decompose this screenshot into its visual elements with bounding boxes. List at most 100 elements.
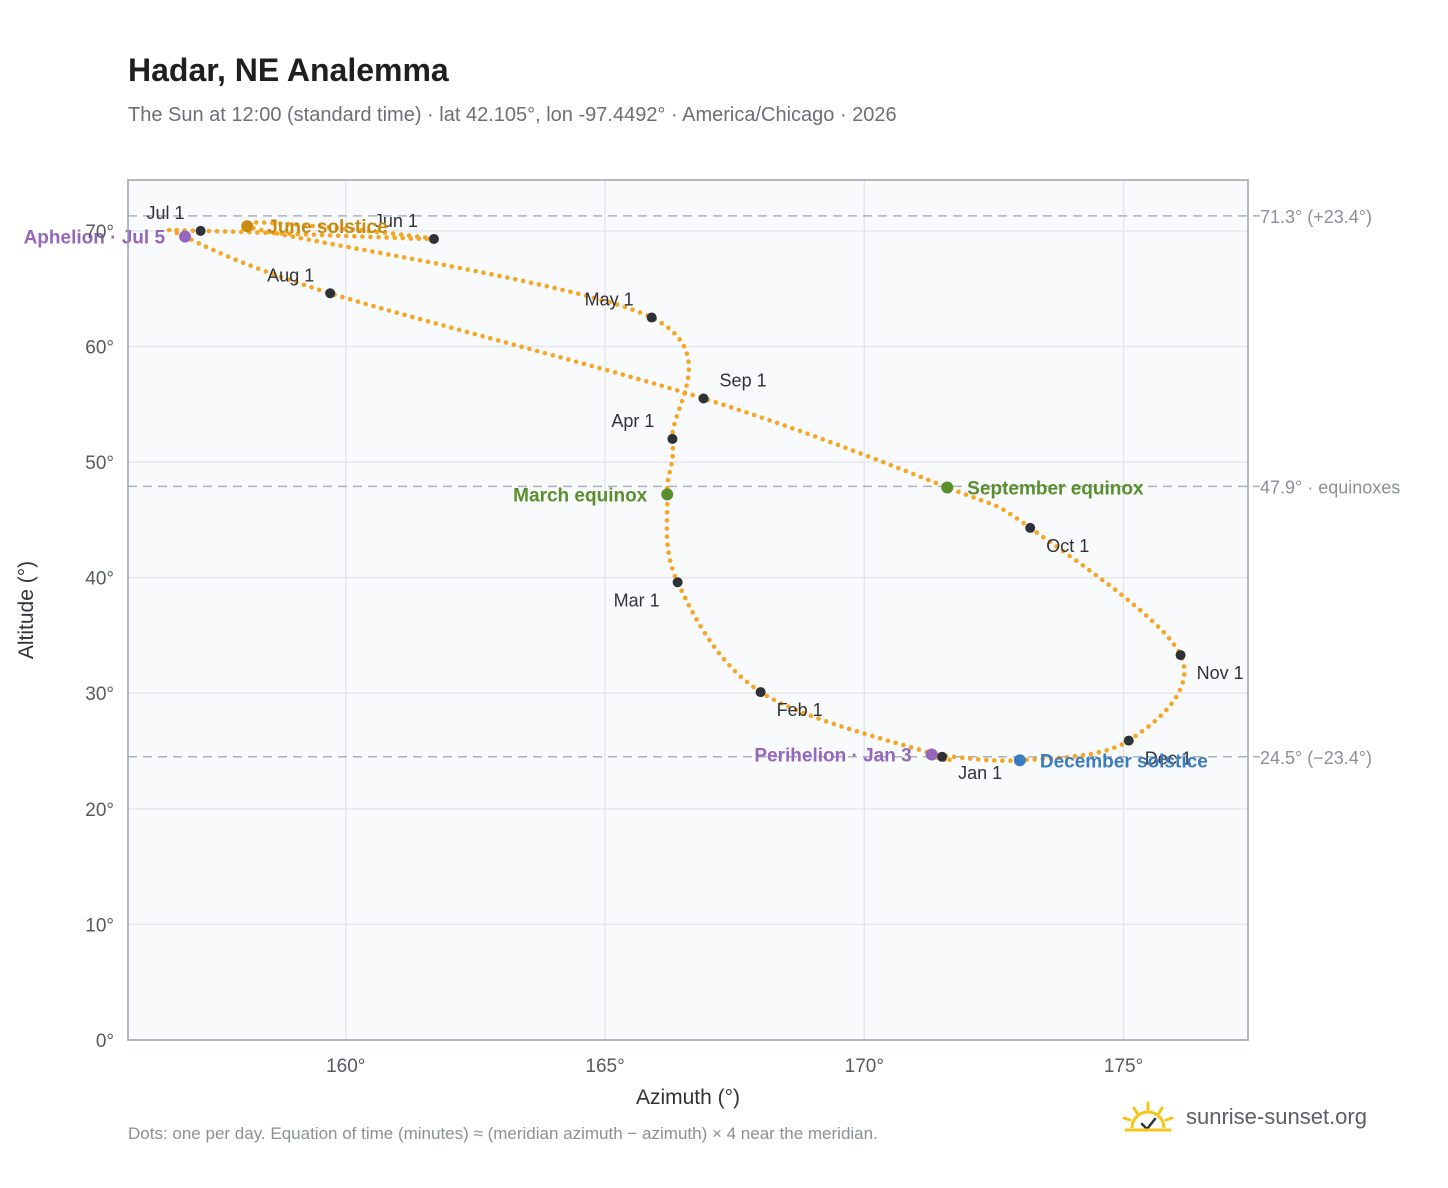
daily-dot: [552, 285, 557, 291]
daily-dot: [685, 375, 691, 381]
labels: Jan 1 Feb 1 Mar 1 Apr 1 May 1 Jun 1 Jul 1 Aug 1…: [24, 203, 1244, 783]
daily-dot: [839, 724, 844, 729]
month-marker: [698, 393, 709, 404]
daily-dot: [366, 228, 372, 234]
y-tick-label: 40°: [85, 569, 114, 590]
daily-dot: [550, 352, 556, 358]
daily-dot: [901, 742, 906, 748]
daily-dot: [672, 330, 677, 336]
daily-dot: [669, 566, 675, 571]
daily-dot: [465, 267, 470, 272]
daily-dot: [1008, 758, 1013, 763]
daily-dot: [206, 228, 212, 234]
x-tick-label: 160°: [326, 1056, 365, 1077]
daily-dot: [732, 668, 738, 674]
brand[interactable]: sunrise-sunset.org: [1120, 1100, 1367, 1134]
daily-dot: [873, 456, 878, 462]
daily-dot: [326, 224, 332, 230]
daily-dot: [667, 385, 672, 391]
daily-dot: [1161, 629, 1166, 635]
daily-dot: [378, 250, 383, 256]
daily-dot: [424, 236, 430, 242]
daily-dot: [1106, 582, 1112, 588]
daily-dot: [674, 414, 680, 419]
daily-dot: [520, 278, 526, 284]
daily-dot: [667, 558, 673, 563]
daily-dot: [744, 410, 749, 415]
daily-dot: [503, 340, 509, 345]
month-label: Aug 1: [267, 265, 314, 285]
daily-dot: [667, 469, 672, 475]
daily-dot: [885, 738, 891, 743]
daily-dot: [1067, 553, 1073, 559]
daily-dot: [744, 679, 750, 685]
month-label: Mar 1: [614, 590, 660, 610]
daily-dot: [473, 268, 478, 274]
daily-dot: [330, 241, 335, 247]
daily-dot: [877, 736, 883, 741]
daily-dot: [203, 244, 209, 250]
brand-link[interactable]: sunrise-sunset.org: [1186, 1104, 1367, 1129]
daily-dot: [278, 274, 284, 280]
daily-dot: [983, 757, 989, 763]
daily-dot: [682, 595, 688, 601]
event-marker: [925, 748, 938, 761]
daily-dot: [1007, 511, 1013, 517]
daily-dot: [686, 359, 691, 364]
daily-dot: [992, 758, 997, 763]
reference-line-label: 71.3° (+23.4°): [1260, 207, 1372, 227]
daily-dot: [727, 663, 732, 668]
daily-dot: [823, 719, 829, 724]
daily-dot: [963, 492, 969, 497]
daily-dot: [425, 259, 431, 265]
daily-dot: [599, 297, 604, 303]
daily-dot: [1125, 597, 1131, 603]
daily-dot: [512, 276, 518, 282]
daily-dot: [978, 497, 984, 503]
month-marker: [672, 577, 683, 588]
daily-dot: [368, 234, 373, 240]
daily-dot: [684, 383, 689, 388]
daily-dot: [393, 253, 399, 259]
daily-dot: [666, 325, 671, 331]
daily-dot: [1048, 756, 1054, 761]
daily-dot: [1155, 624, 1161, 629]
daily-dot: [751, 684, 756, 690]
daily-dot: [702, 630, 708, 636]
daily-dot: [767, 417, 772, 423]
daily-dot: [174, 230, 180, 236]
daily-dot: [967, 756, 973, 761]
daily-dot: [637, 310, 643, 315]
daily-dot: [589, 363, 595, 369]
daily-dot: [261, 220, 267, 225]
daily-dot: [255, 266, 261, 271]
daily-dot: [880, 459, 886, 465]
daily-dot: [1104, 747, 1110, 753]
daily-dot: [1152, 718, 1158, 724]
daily-dot: [1143, 613, 1149, 618]
daily-dot: [672, 573, 678, 579]
daily-dot: [527, 346, 532, 352]
daily-dot: [287, 231, 293, 237]
daily-dot: [534, 348, 540, 354]
daily-dot: [371, 303, 376, 309]
daily-dot: [583, 293, 589, 299]
y-tick-label: 60°: [85, 337, 114, 358]
daily-dot: [622, 304, 628, 310]
daily-dot: [238, 229, 244, 235]
daily-dot: [378, 306, 384, 311]
daily-dot: [797, 428, 803, 434]
daily-dot: [370, 249, 375, 254]
daily-dot: [686, 602, 692, 608]
reference-line-label: 24.5° (−23.4°): [1260, 748, 1372, 768]
daily-dot: [290, 234, 296, 239]
daily-dot: [441, 262, 447, 268]
daily-dot: [865, 454, 871, 459]
daily-dot: [190, 228, 196, 234]
daily-dot: [1119, 592, 1124, 597]
daily-dot: [682, 390, 688, 396]
daily-dot: [1080, 752, 1086, 758]
daily-dot: [636, 376, 641, 382]
daily-dot: [1181, 664, 1187, 669]
daily-dot: [306, 237, 312, 243]
